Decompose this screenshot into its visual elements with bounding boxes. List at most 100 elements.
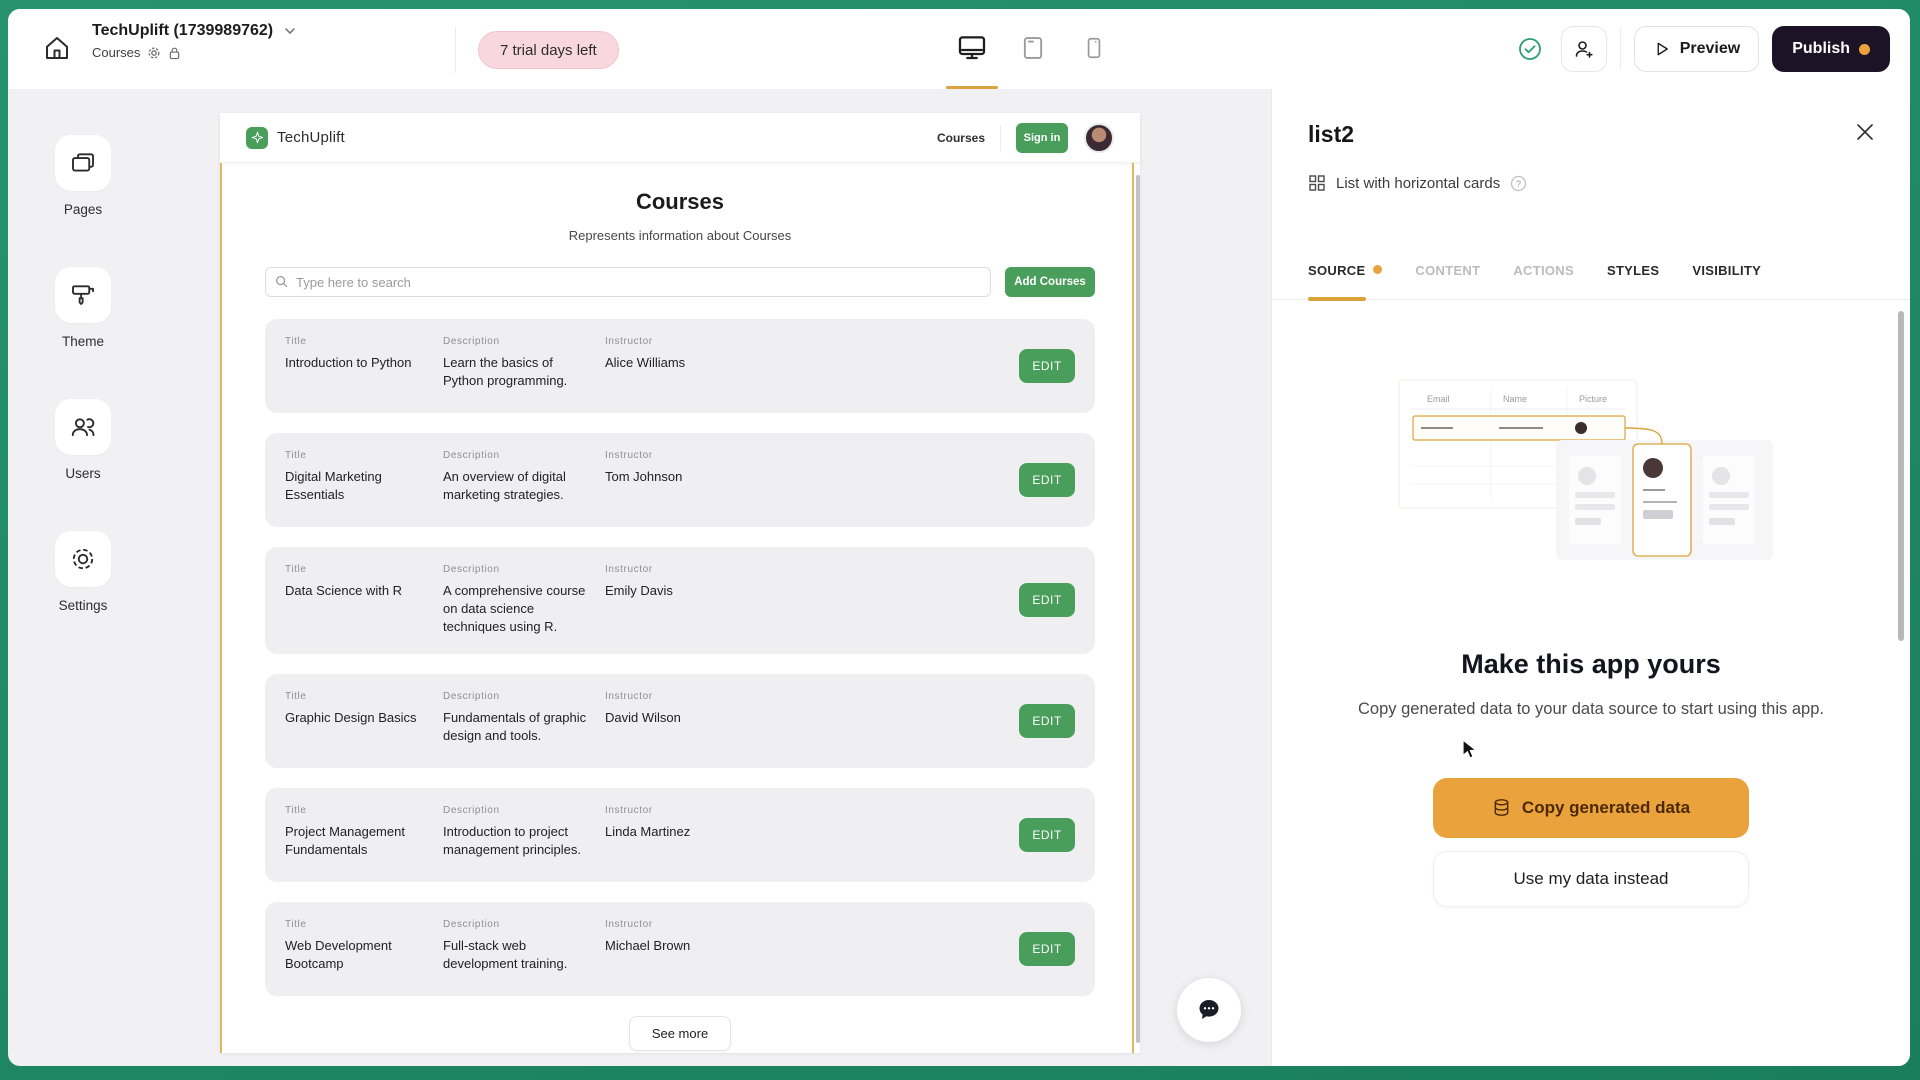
copy-generated-data-button[interactable]: Copy generated data <box>1433 777 1749 838</box>
preview-scrollbar[interactable] <box>1136 175 1140 1043</box>
tab-content[interactable]: CONTENT <box>1415 260 1480 299</box>
course-title: Project Management Fundamentals <box>285 823 405 857</box>
course-list: Title Introduction to Python Description L… <box>265 319 1095 996</box>
app-meta: TechUplift (1739989762) Courses <box>92 22 297 60</box>
user-plus-icon <box>1572 37 1596 61</box>
trial-badge[interactable]: 7 trial days left <box>478 31 619 69</box>
phone-device-button[interactable] <box>1072 23 1116 73</box>
search-icon <box>274 274 289 289</box>
course-title: Introduction to Python <box>285 355 412 370</box>
course-card: Title Web Development Bootcamp Descriptio… <box>265 901 1095 996</box>
field-label-description: Description <box>443 918 500 930</box>
tab-label: VISIBILITY <box>1692 263 1762 278</box>
sidebar-item-settings[interactable]: Settings <box>55 531 111 613</box>
preview-app-header: TechUplift Courses Sign in <box>220 113 1140 163</box>
field-label-description: Description <box>443 804 500 816</box>
tab-actions[interactable]: ACTIONS <box>1513 260 1574 299</box>
field-label-title: Title <box>285 918 307 930</box>
course-description: Fundamentals of graphic design and tools… <box>443 709 587 743</box>
course-title: Graphic Design Basics <box>285 709 417 725</box>
user-avatar[interactable] <box>1084 122 1114 153</box>
home-button[interactable] <box>34 25 80 71</box>
play-icon <box>1653 40 1671 58</box>
course-description: Learn the basics of Python programming. <box>443 355 568 389</box>
sign-in-button[interactable]: Sign in <box>1016 122 1068 153</box>
close-icon <box>1854 121 1876 143</box>
desktop-device-button[interactable] <box>950 23 994 73</box>
topbar-actions: Preview Publish <box>1516 26 1890 72</box>
field-label-title: Title <box>285 450 307 461</box>
field-label-description: Description <box>443 450 500 461</box>
illustration-col-name: Name <box>1503 394 1527 404</box>
see-more-button[interactable]: See more <box>628 1015 732 1051</box>
tablet-device-button[interactable] <box>1011 23 1055 73</box>
course-title: Digital Marketing Essentials <box>285 469 382 503</box>
search-input[interactable] <box>265 267 991 297</box>
help-icon[interactable]: ? <box>1510 175 1527 192</box>
use-my-data-button[interactable]: Use my data instead <box>1433 850 1749 907</box>
field-label-instructor: Instructor <box>605 564 653 575</box>
app-preview-canvas: TechUplift Courses Sign in Courses Repre… <box>220 113 1140 1053</box>
topbar-divider <box>1619 28 1621 70</box>
sidebar-label: Pages <box>63 202 103 217</box>
chevron-down-icon[interactable] <box>283 24 297 38</box>
component-name: list2 <box>1308 121 1355 147</box>
grid-layout-icon <box>1308 174 1326 192</box>
edit-button[interactable]: EDIT <box>1019 703 1075 738</box>
field-label-instructor: Instructor <box>605 450 653 461</box>
panel-scrollbar[interactable] <box>1898 311 1904 641</box>
field-label-title: Title <box>285 690 307 702</box>
course-card: Title Data Science with R Description A co… <box>265 547 1095 654</box>
course-card: Title Project Management Fundamentals Des… <box>265 787 1095 882</box>
close-panel-button[interactable] <box>1850 117 1880 147</box>
course-instructor: Emily Davis <box>605 583 673 598</box>
preview-nav-courses[interactable]: Courses <box>936 130 985 145</box>
field-label-description: Description <box>443 564 500 575</box>
field-label-title: Title <box>285 804 307 816</box>
cta-heading: Make this app yours <box>1461 649 1721 679</box>
support-chat-button[interactable] <box>1177 978 1241 1042</box>
sidebar-item-pages[interactable]: Pages <box>55 135 111 217</box>
field-label-description: Description <box>443 336 500 347</box>
sidebar-item-users[interactable]: Users <box>55 399 111 481</box>
tab-styles[interactable]: STYLES <box>1607 260 1659 299</box>
database-icon <box>1492 798 1511 817</box>
course-description: Introduction to project management princ… <box>443 823 582 857</box>
course-title: Data Science with R <box>285 583 403 598</box>
field-label-instructor: Instructor <box>605 336 653 347</box>
top-bar: TechUplift (1739989762) Courses 7 trial … <box>8 9 1910 89</box>
edit-button[interactable]: EDIT <box>1019 463 1075 497</box>
sync-check-icon <box>1516 35 1544 63</box>
chat-bubble-icon <box>1194 995 1224 1025</box>
search-row: Add Courses <box>265 267 1095 297</box>
preview-button[interactable]: Preview <box>1633 26 1760 72</box>
course-card: Title Digital Marketing Essentials Descri… <box>265 433 1095 527</box>
left-sidebar: Pages Theme Users Settings <box>8 89 158 663</box>
tab-source[interactable]: SOURCE <box>1308 260 1383 299</box>
app-window: TechUplift (1739989762) Courses 7 trial … <box>8 9 1910 1066</box>
preview-nav-divider <box>1000 124 1001 151</box>
sidebar-item-theme[interactable]: Theme <box>55 267 111 349</box>
preview-content: Courses Represents information about Cou… <box>220 163 1140 1051</box>
courses-page-title: Courses <box>635 189 725 214</box>
field-label-instructor: Instructor <box>605 804 653 816</box>
edit-button[interactable]: EDIT <box>1019 349 1075 383</box>
publish-button[interactable]: Publish <box>1772 26 1890 72</box>
gear-icon[interactable] <box>147 46 161 60</box>
component-type-row: List with horizontal cards ? <box>1308 174 1874 192</box>
tab-visibility[interactable]: VISIBILITY <box>1692 260 1761 299</box>
source-status-dot <box>1373 265 1383 274</box>
course-instructor: Michael Brown <box>605 937 691 953</box>
active-device-underline <box>946 86 998 89</box>
cta-description: Copy generated data to your data source … <box>1358 700 1824 718</box>
tab-label: STYLES <box>1606 263 1660 278</box>
edit-button[interactable]: EDIT <box>1019 817 1075 852</box>
users-icon <box>68 412 98 442</box>
edit-button[interactable]: EDIT <box>1019 583 1075 618</box>
field-label-title: Title <box>285 564 307 575</box>
add-courses-button[interactable]: Add Courses <box>1005 267 1095 297</box>
field-label-title: Title <box>285 336 307 347</box>
edit-button[interactable]: EDIT <box>1019 931 1075 966</box>
panel-tabs: SOURCE CONTENT ACTIONS STYLES VISIBILITY <box>1272 260 1910 301</box>
invite-user-button[interactable] <box>1560 26 1607 72</box>
